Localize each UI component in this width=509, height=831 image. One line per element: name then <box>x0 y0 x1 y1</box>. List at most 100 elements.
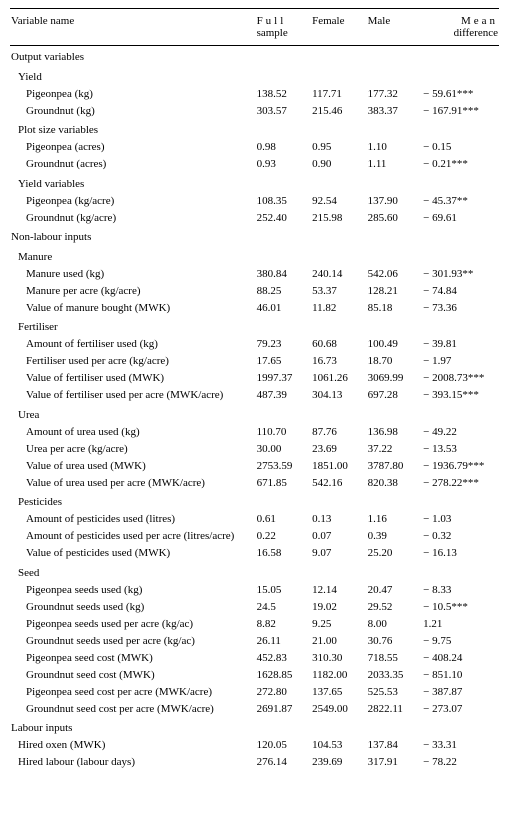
cell-female: 104.53 <box>311 737 367 754</box>
table-row: Value of fertiliser used (MWK)1997.37106… <box>10 370 499 387</box>
row-label: Value of fertiliser used (MWK) <box>10 370 256 387</box>
section-label: Plot size variables <box>10 119 499 139</box>
cell-full: 138.52 <box>256 85 312 102</box>
table-row: Groundnut (acres)0.930.901.11− 0.21*** <box>10 156 499 173</box>
cell-female: 0.07 <box>311 528 367 545</box>
cell-female: 53.37 <box>311 282 367 299</box>
cell-male: 25.20 <box>367 545 423 562</box>
cell-full: 487.39 <box>256 387 312 404</box>
cell-female: 215.98 <box>311 209 367 226</box>
cell-diff: − 59.61*** <box>422 85 499 102</box>
section-label-row: Seed <box>10 562 499 582</box>
row-label: Manure per acre (kg/acre) <box>10 282 256 299</box>
cell-diff: − 16.13 <box>422 545 499 562</box>
row-label: Groundnut seeds used per acre (kg/ac) <box>10 632 256 649</box>
cell-male: 18.70 <box>367 353 423 370</box>
cell-full: 30.00 <box>256 440 312 457</box>
table-row: Amount of pesticides used per acre (litr… <box>10 528 499 545</box>
table-row: Amount of pesticides used (litres)0.610.… <box>10 511 499 528</box>
section-label-row: Plot size variables <box>10 119 499 139</box>
row-label: Manure used (kg) <box>10 265 256 282</box>
table-row: Amount of fertiliser used (kg)79.2360.68… <box>10 336 499 353</box>
table-row: Pigeonpea seeds used (kg)15.0512.1420.47… <box>10 581 499 598</box>
col-header-male: Male <box>367 9 423 46</box>
table-row: Value of pesticides used (MWK)16.589.072… <box>10 545 499 562</box>
cell-diff: − 0.32 <box>422 528 499 545</box>
summary-statistics-table: Variable name Full sample Female Male Me… <box>10 8 499 771</box>
section-label-row: Manure <box>10 246 499 266</box>
row-label: Amount of pesticides used per acre (litr… <box>10 528 256 545</box>
section-label-row: Pesticides <box>10 491 499 511</box>
cell-diff: − 1936.79*** <box>422 457 499 474</box>
cell-full: 303.57 <box>256 102 312 119</box>
cell-female: 117.71 <box>311 85 367 102</box>
row-label: Pigeonpea (acres) <box>10 139 256 156</box>
cell-male: 20.47 <box>367 581 423 598</box>
cell-female: 21.00 <box>311 632 367 649</box>
cell-female: 240.14 <box>311 265 367 282</box>
cell-diff: − 1.97 <box>422 353 499 370</box>
cell-male: 30.76 <box>367 632 423 649</box>
cell-female: 87.76 <box>311 423 367 440</box>
cell-full: 108.35 <box>256 192 312 209</box>
section-label: Fertiliser <box>10 316 499 336</box>
cell-full: 16.58 <box>256 545 312 562</box>
table-row: Urea per acre (kg/acre)30.0023.6937.22− … <box>10 440 499 457</box>
cell-male: 37.22 <box>367 440 423 457</box>
cell-female: 92.54 <box>311 192 367 209</box>
cell-male: 542.06 <box>367 265 423 282</box>
cell-female: 0.95 <box>311 139 367 156</box>
cell-female: 60.68 <box>311 336 367 353</box>
cell-full: 24.5 <box>256 598 312 615</box>
cell-male: 3069.99 <box>367 370 423 387</box>
cell-full: 8.82 <box>256 615 312 632</box>
cell-diff: − 0.15 <box>422 139 499 156</box>
table-row: Groundnut seed cost (MWK)1628.851182.002… <box>10 666 499 683</box>
cell-male: 718.55 <box>367 649 423 666</box>
table-row: Groundnut (kg/acre)252.40215.98285.60− 6… <box>10 209 499 226</box>
section-label-row: Non-labour inputs <box>10 226 499 246</box>
cell-diff: − 78.22 <box>422 754 499 771</box>
cell-diff: − 10.5*** <box>422 598 499 615</box>
cell-female: 0.13 <box>311 511 367 528</box>
table-row: Amount of urea used (kg)110.7087.76136.9… <box>10 423 499 440</box>
cell-full: 17.65 <box>256 353 312 370</box>
cell-female: 9.25 <box>311 615 367 632</box>
row-label: Value of urea used per acre (MWK/acre) <box>10 474 256 491</box>
row-label: Groundnut seed cost (MWK) <box>10 666 256 683</box>
row-label: Groundnut (kg/acre) <box>10 209 256 226</box>
table-row: Groundnut (kg)303.57215.46383.37− 167.91… <box>10 102 499 119</box>
cell-full: 79.23 <box>256 336 312 353</box>
row-label: Groundnut seeds used (kg) <box>10 598 256 615</box>
cell-full: 1628.85 <box>256 666 312 683</box>
cell-diff: − 273.07 <box>422 700 499 717</box>
row-label: Pigeonpea seed cost per acre (MWK/acre) <box>10 683 256 700</box>
cell-full: 671.85 <box>256 474 312 491</box>
cell-female: 19.02 <box>311 598 367 615</box>
table-row: Groundnut seeds used (kg)24.519.0229.52−… <box>10 598 499 615</box>
section-label-row: Urea <box>10 404 499 424</box>
table-row: Manure used (kg)380.84240.14542.06− 301.… <box>10 265 499 282</box>
cell-full: 2691.87 <box>256 700 312 717</box>
cell-diff: − 393.15*** <box>422 387 499 404</box>
row-label: Pigeonpea seeds used (kg) <box>10 581 256 598</box>
cell-diff: − 33.31 <box>422 737 499 754</box>
cell-diff: − 74.84 <box>422 282 499 299</box>
data-table-wrapper: Variable name Full sample Female Male Me… <box>0 0 509 779</box>
cell-diff: − 2008.73*** <box>422 370 499 387</box>
cell-female: 2549.00 <box>311 700 367 717</box>
cell-male: 525.53 <box>367 683 423 700</box>
row-label: Groundnut (kg) <box>10 102 256 119</box>
cell-full: 2753.59 <box>256 457 312 474</box>
cell-diff: − 167.91*** <box>422 102 499 119</box>
cell-full: 46.01 <box>256 299 312 316</box>
row-label: Pigeonpea (kg) <box>10 85 256 102</box>
cell-diff: − 851.10 <box>422 666 499 683</box>
cell-full: 15.05 <box>256 581 312 598</box>
section-label: Manure <box>10 246 499 266</box>
cell-diff: − 408.24 <box>422 649 499 666</box>
cell-female: 215.46 <box>311 102 367 119</box>
cell-diff: − 73.36 <box>422 299 499 316</box>
cell-male: 1.10 <box>367 139 423 156</box>
cell-diff: − 0.21*** <box>422 156 499 173</box>
